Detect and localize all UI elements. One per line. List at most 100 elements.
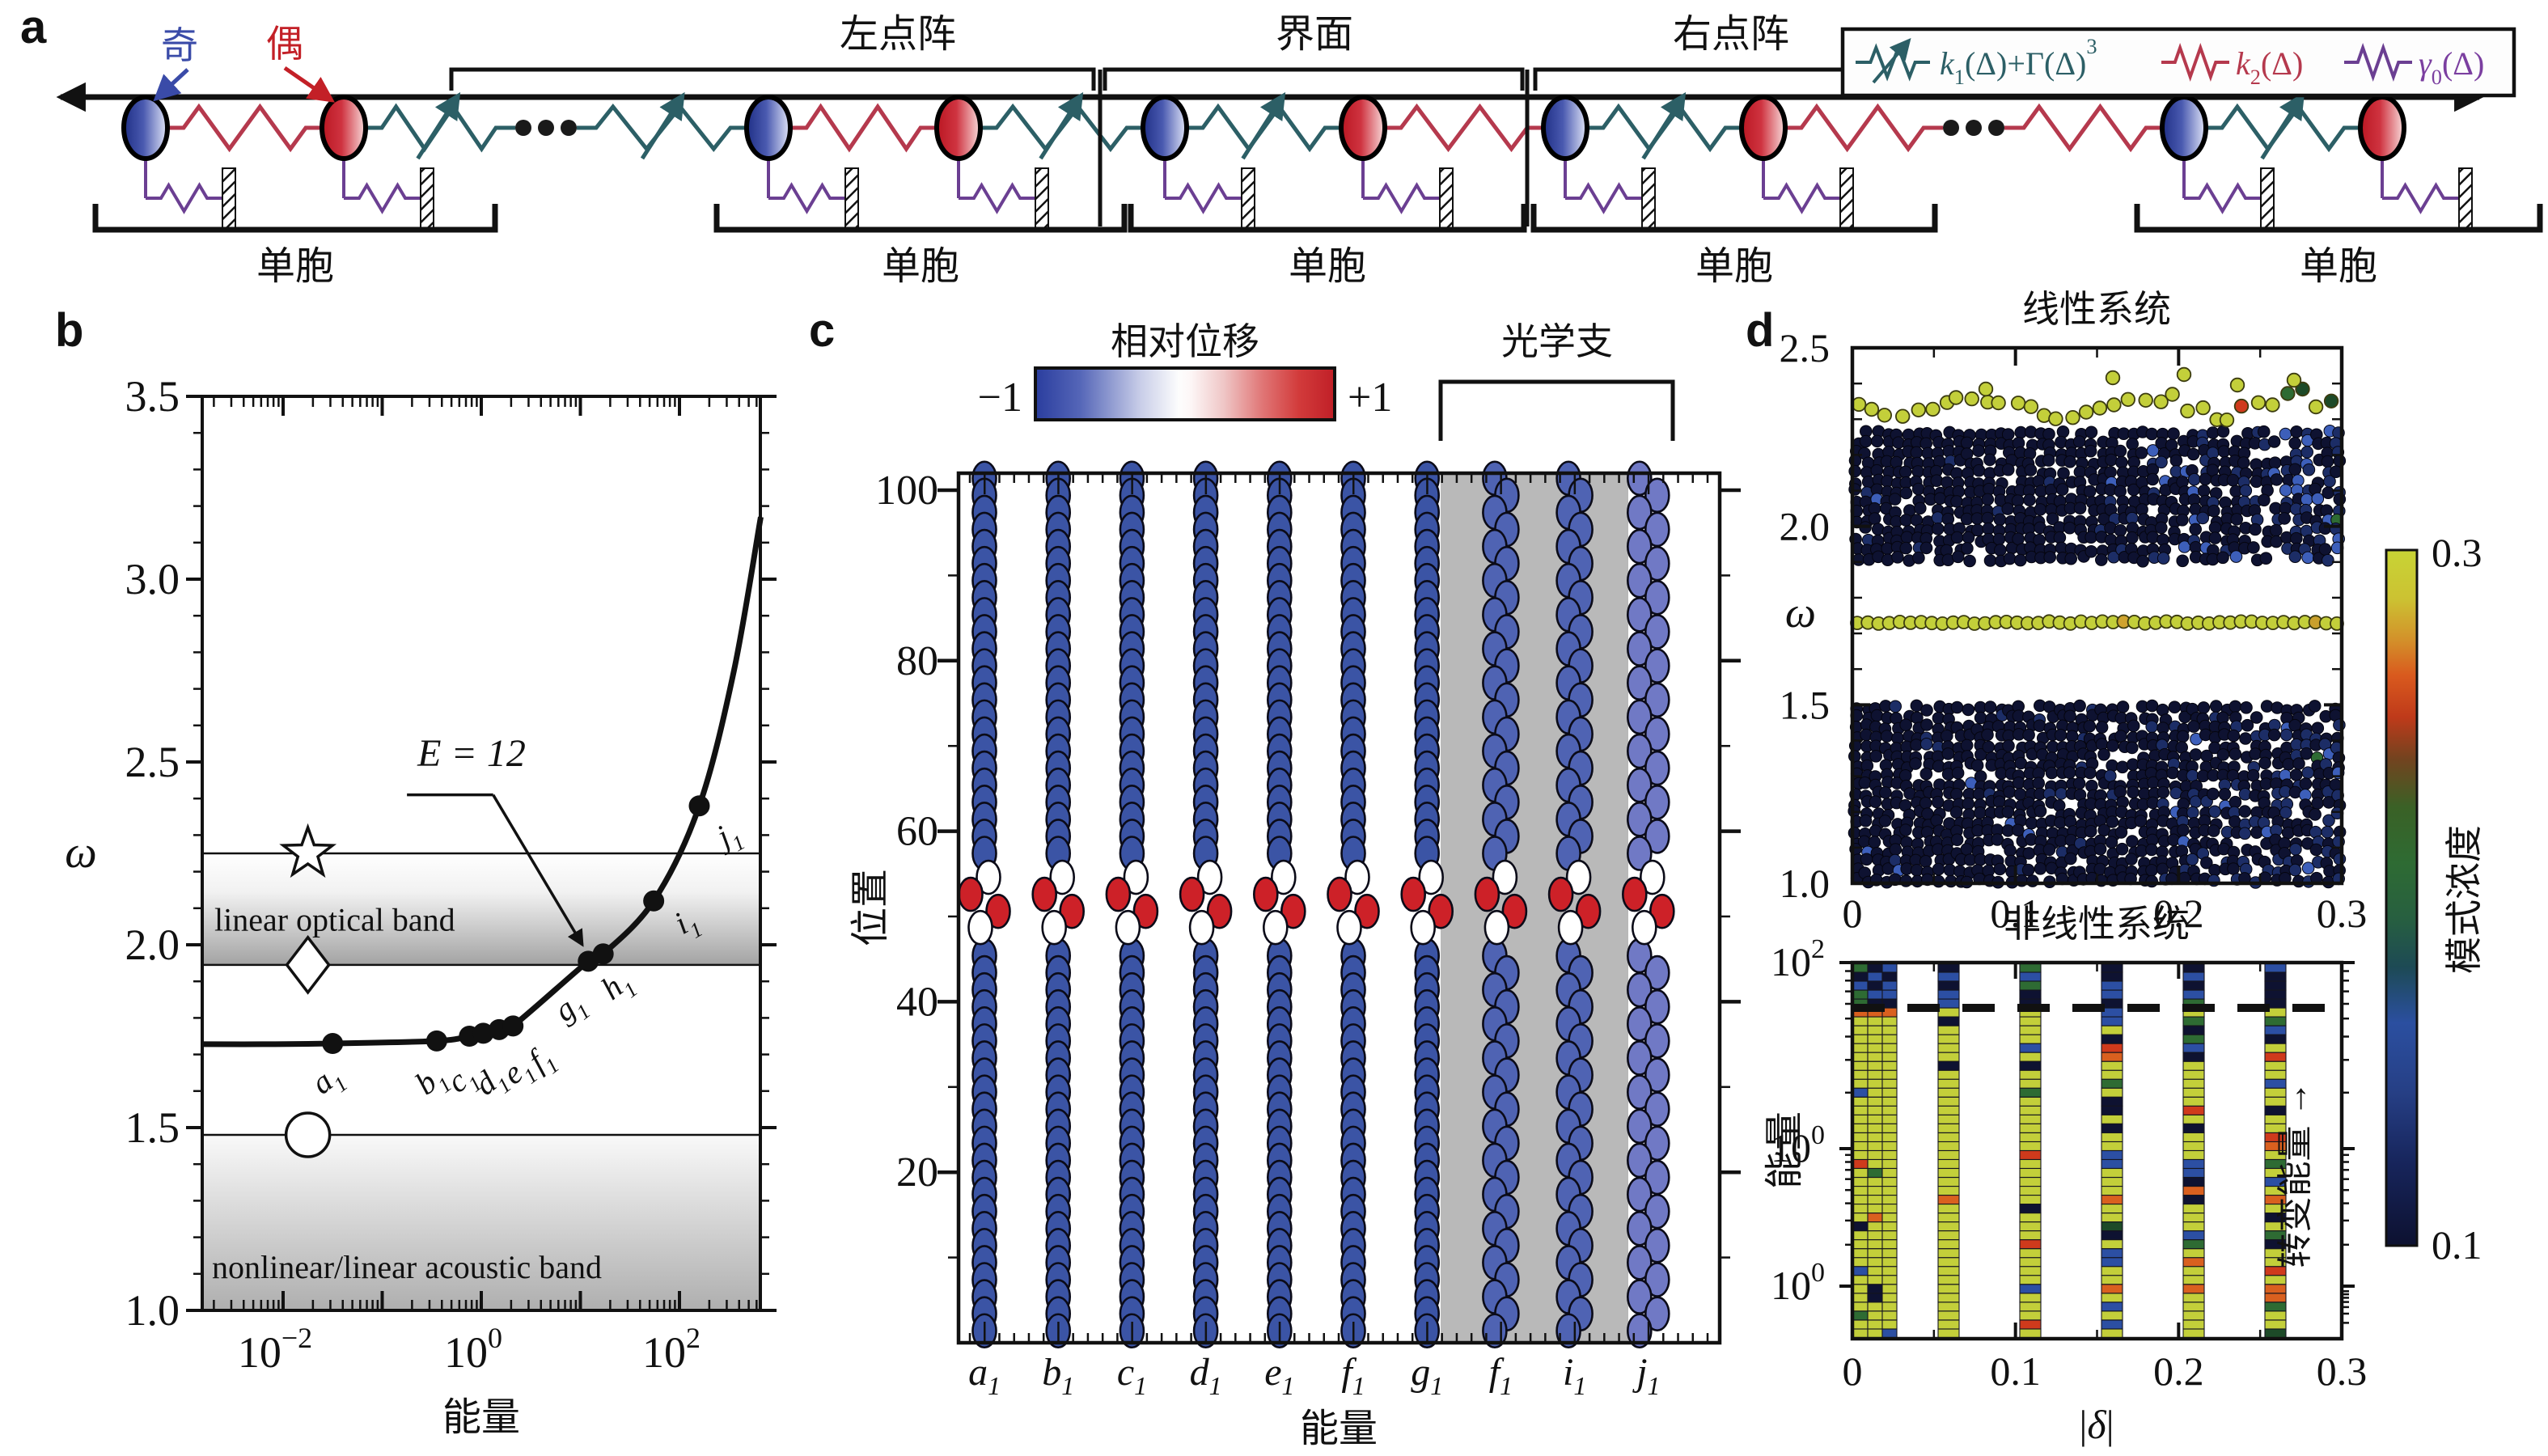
svg-text:|δ|: |δ| xyxy=(2079,1402,2114,1447)
svg-text:0.3: 0.3 xyxy=(2432,530,2482,575)
svg-text:3.5: 3.5 xyxy=(125,372,180,421)
svg-text:j1​: j1​ xyxy=(1632,1351,1660,1400)
svg-text:线性系统: 线性系统 xyxy=(2022,289,2171,330)
defect-circle-red xyxy=(1575,893,1602,929)
mode-column xyxy=(1179,460,1233,1349)
wall-hatch xyxy=(420,167,434,229)
panel-letter-c: c xyxy=(809,304,836,357)
star-marker xyxy=(279,823,337,878)
svg-text:单胞: 单胞 xyxy=(2300,245,2377,288)
spring-k2 xyxy=(2004,103,2165,153)
unit-cell-bracket xyxy=(2134,204,2543,233)
defect-circle-red xyxy=(1354,893,1380,929)
svg-text:奇: 奇 xyxy=(161,25,198,66)
wall-hatch xyxy=(844,167,859,229)
svg-text:相对位移: 相对位移 xyxy=(1111,321,1259,362)
region-bracket xyxy=(449,67,1096,91)
defect-circle-white xyxy=(1632,909,1657,946)
svg-text:0.2: 0.2 xyxy=(2153,891,2204,936)
svg-text:e1​: e1​ xyxy=(1264,1351,1294,1400)
nonlinearity-arrow-icon xyxy=(640,91,685,160)
even-mass-ball xyxy=(320,95,368,161)
svg-text:0.2: 0.2 xyxy=(2153,1348,2204,1394)
defect-circle-red xyxy=(1206,893,1233,929)
ground-mount xyxy=(957,155,1049,229)
defect-circle-red xyxy=(1031,876,1057,912)
defect-circle-red xyxy=(1428,893,1454,929)
spring-ground xyxy=(2382,182,2459,214)
wall-hatch xyxy=(1035,167,1049,229)
svg-text:转变能量 →: 转变能量 → xyxy=(2275,1081,2315,1268)
ground-mount xyxy=(1564,155,1656,229)
mode-column xyxy=(1474,460,1528,1349)
svg-text:100: 100 xyxy=(1771,1258,1825,1308)
svg-text:f1​: f1​ xyxy=(1489,1351,1513,1400)
curve-point xyxy=(688,795,710,817)
svg-text:k2​(Δ): k2​(Δ) xyxy=(2236,45,2303,89)
ellipsis-dot xyxy=(1966,120,1982,136)
spring-ground xyxy=(1363,182,1440,214)
unit-cell-bracket xyxy=(1530,204,1938,233)
unit-cell-bracket xyxy=(92,204,498,233)
svg-text:偶: 偶 xyxy=(266,23,303,65)
spring-ground xyxy=(146,182,222,214)
defect-circle-white xyxy=(1418,859,1444,895)
region-bracket xyxy=(1103,67,1525,91)
svg-text:γ0​(Δ): γ0​(Δ) xyxy=(2419,45,2484,89)
mode-column xyxy=(1400,460,1454,1349)
ground-mount xyxy=(1163,155,1255,229)
svg-text:40: 40 xyxy=(896,979,938,1025)
defect-circle-red xyxy=(1327,876,1352,912)
svg-text:100: 100 xyxy=(875,468,938,514)
mode-column xyxy=(1031,460,1085,1349)
wall-hatch xyxy=(2458,167,2473,229)
svg-text:右点阵: 右点阵 xyxy=(1673,13,1789,56)
defect-circle-red xyxy=(1253,876,1279,912)
mode-concentration-colorbar: 0.3 0.1 模式浓度 xyxy=(2385,530,2485,1268)
svg-text:能量: 能量 xyxy=(442,1396,520,1439)
defect-circle-white xyxy=(1336,909,1362,946)
even-mass-ball xyxy=(1339,95,1387,161)
defect-circle-red xyxy=(1059,893,1085,929)
svg-text:界面: 界面 xyxy=(1276,13,1353,56)
odd-arrow xyxy=(153,68,189,102)
panel-c-mode-shape-columns: 相对位移 −1 +1 光学支 20 40 60 80 100 a1​ b1​ c1​ d1​ e1​ f1​… xyxy=(849,321,1741,1450)
defect-circle-red xyxy=(1501,893,1528,929)
svg-text:0.1: 0.1 xyxy=(1990,1348,2041,1394)
defect-circle-red xyxy=(1179,876,1205,912)
svg-text:单胞: 单胞 xyxy=(256,245,334,288)
svg-text:1.0: 1.0 xyxy=(1780,861,1831,906)
springs xyxy=(164,91,2364,160)
svg-text:60: 60 xyxy=(896,809,938,855)
defect-circle-red xyxy=(1280,893,1306,929)
interface-mode-curve xyxy=(201,516,764,1048)
svg-text:100: 100 xyxy=(1771,1120,1825,1170)
diamond-marker xyxy=(285,934,331,995)
svg-text:2.5: 2.5 xyxy=(1780,325,1831,370)
svg-text:光学支: 光学支 xyxy=(1501,321,1613,362)
svg-text:d1​: d1​ xyxy=(1190,1351,1222,1400)
ground-mount xyxy=(342,155,434,229)
svg-text:1.5: 1.5 xyxy=(125,1103,180,1152)
curve-point xyxy=(472,1022,494,1044)
odd-mass-ball xyxy=(2160,95,2208,161)
svg-text:102: 102 xyxy=(1771,934,1825,984)
unit-cell-bracket xyxy=(1128,204,1527,233)
svg-text:h1​: h1​ xyxy=(594,962,641,1013)
svg-text:位置: 位置 xyxy=(849,869,892,946)
svg-text:左点阵: 左点阵 xyxy=(840,13,956,56)
defect-circle-white xyxy=(1344,859,1370,895)
defect-circle-white xyxy=(1271,859,1297,895)
curve-point xyxy=(502,1015,524,1037)
defect-circle-white xyxy=(1565,859,1592,895)
svg-text:c1​: c1​ xyxy=(1117,1351,1147,1400)
svg-text:0.1: 0.1 xyxy=(2432,1222,2482,1268)
svg-text:1.5: 1.5 xyxy=(1780,682,1831,727)
spring-ground xyxy=(344,182,421,214)
defect-circle-red xyxy=(1105,876,1132,912)
svg-text:80: 80 xyxy=(896,638,938,684)
spring-ground xyxy=(1165,182,1242,214)
svg-text:E = 12: E = 12 xyxy=(417,732,526,775)
